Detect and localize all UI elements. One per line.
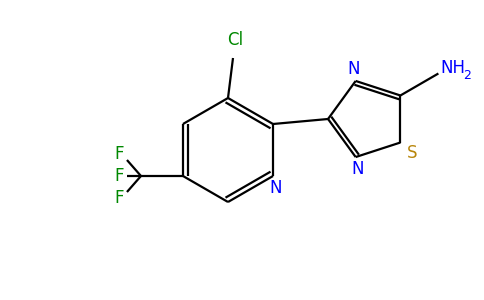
Text: 2: 2 [464,69,471,82]
Text: NH: NH [440,59,465,77]
Text: F: F [114,145,124,163]
Text: Cl: Cl [227,31,243,49]
Text: N: N [351,160,364,178]
Text: N: N [348,60,360,78]
Text: F: F [114,167,124,185]
Text: S: S [407,143,418,161]
Text: N: N [270,179,282,197]
Text: F: F [114,189,124,207]
